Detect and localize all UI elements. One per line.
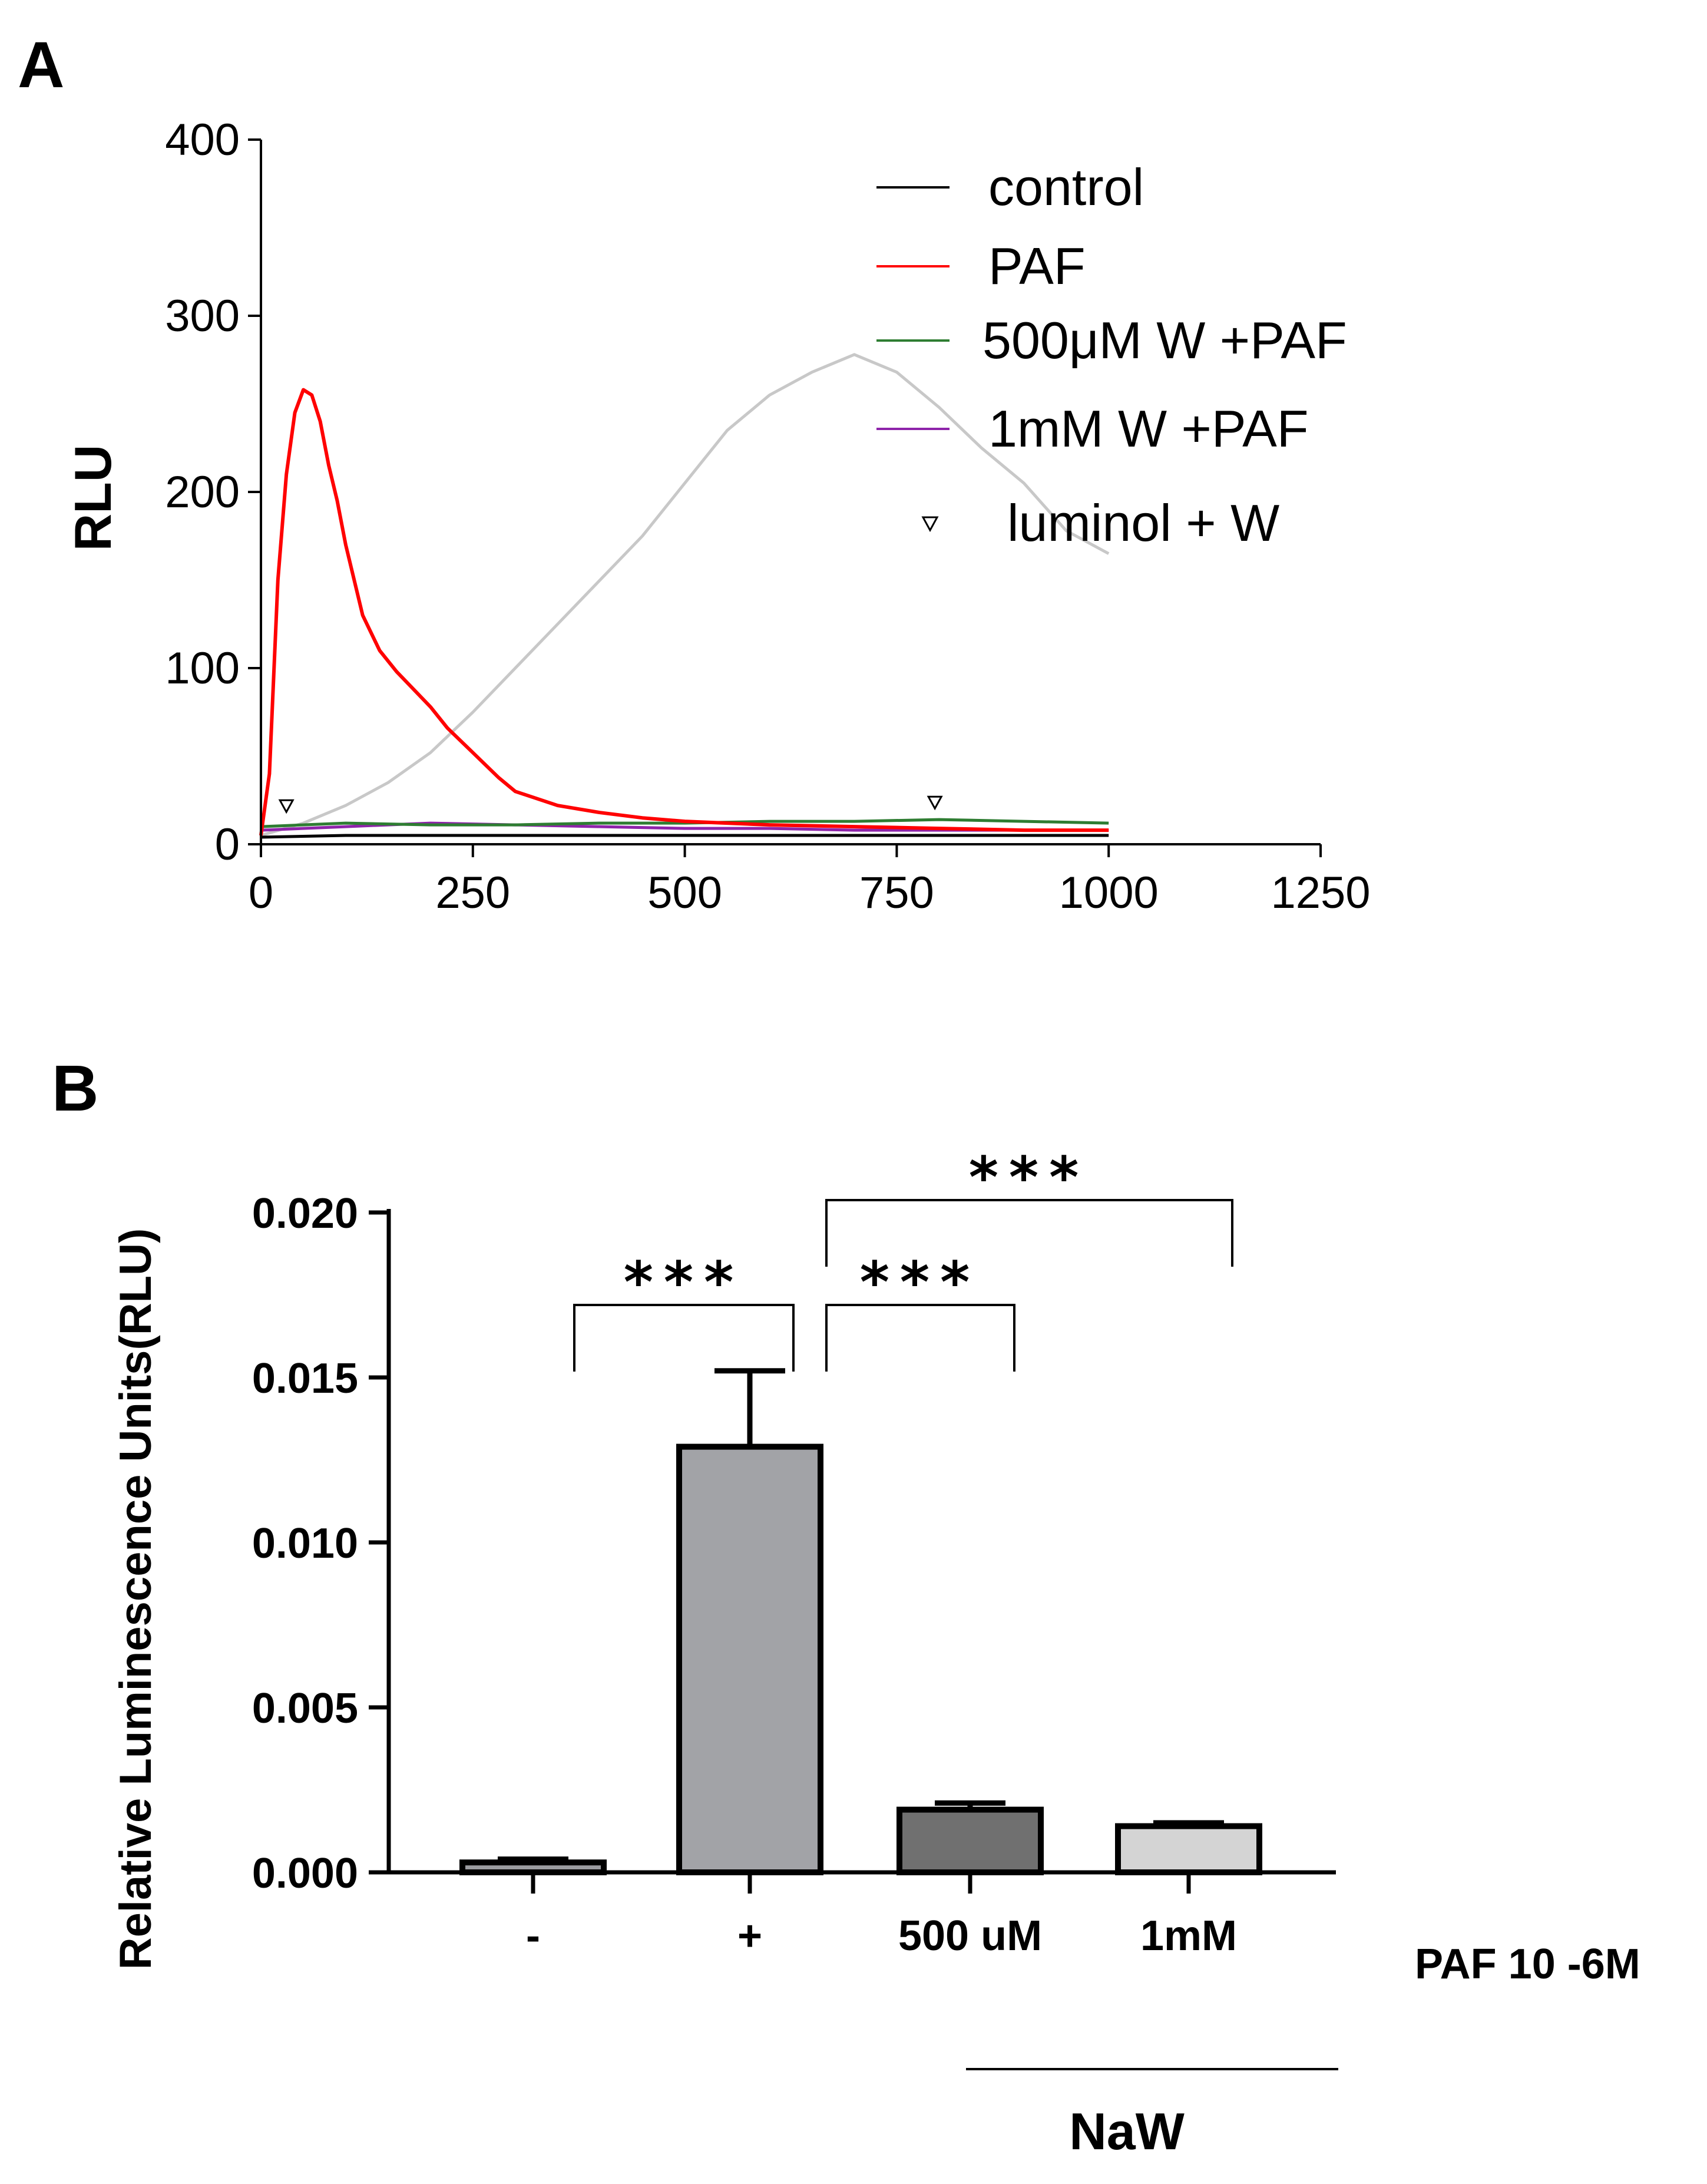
chart-a-legend-label: control — [988, 158, 1144, 216]
chart-b-significance-bracket — [573, 1304, 795, 1372]
chart-a-marker-triangle — [927, 795, 943, 811]
chart-a-series-line-1 — [259, 388, 1109, 836]
panel-label-b: B — [52, 1052, 98, 1125]
chart-b-significance-stars: *** — [969, 1145, 1090, 1211]
chart-a-y-tick-label: 300 — [165, 291, 240, 341]
panel-label-a: A — [18, 29, 64, 101]
chart-a-legend-label: 1mM W +PAF — [988, 399, 1309, 458]
chart-b-axes: 0.000 0.005 0.010 0.015 0.020 - +500 uM 1mM — [252, 1190, 1336, 1960]
chart-b-group-label: NaW — [1069, 2102, 1185, 2160]
chart-a-legend-label: luminol + W — [1007, 494, 1279, 552]
chart-b-bar-2 — [896, 1806, 1044, 1876]
chart-a-legend-swatch — [921, 516, 939, 533]
chart-a-y-tick-label: 0 — [215, 820, 240, 870]
chart-b-significance-bracket — [825, 1304, 1015, 1372]
chart-b-bar-layer — [459, 1368, 1262, 1876]
chart-a-legend-label: PAF — [988, 237, 1086, 295]
chart-b-x-tick-label: 500 uM — [898, 1912, 1042, 1960]
chart-a: 0 250 500 750 1000 1250 0 100 200 300 400 RLU cont… — [64, 115, 1371, 918]
chart-b-x-tick-label: - — [526, 1912, 540, 1960]
chart-b-y-axis-label: Relative Luminescence Units(RLU) — [111, 1228, 161, 1970]
chart-a-series-line-0 — [260, 834, 1109, 839]
chart-b-y-tick-label: 0.015 — [252, 1355, 358, 1402]
chart-a-legend: control PAF 500μM W +PAF 1mM W +PAF luminol … — [876, 158, 1347, 552]
chart-b-y-tick-label: 0.010 — [252, 1520, 358, 1567]
chart-a-x-tick-label: 1250 — [1271, 868, 1370, 918]
chart-a-y-tick-label: 200 — [165, 467, 240, 517]
chart-b-x-tick-label: 1mM — [1140, 1912, 1237, 1960]
chart-b-significance-bracket — [825, 1199, 1233, 1267]
chart-a-marker-triangle — [278, 799, 295, 814]
chart-b-significance: *** *** *** — [573, 1145, 1233, 1372]
chart-a-x-tick-label: 1000 — [1059, 868, 1159, 918]
chart-b-y-tick-label: 0.005 — [252, 1685, 358, 1732]
chart-b-x-tick-label: + — [737, 1912, 762, 1960]
chart-b-significance-stars: *** — [624, 1250, 745, 1316]
chart-b-bar-1 — [676, 1443, 823, 1876]
chart-a-y-tick-label: 100 — [165, 643, 240, 693]
chart-a-y-tick-label: 400 — [165, 115, 240, 165]
chart-a-marker-layer — [278, 795, 943, 814]
chart-b-y-tick-label: 0.000 — [252, 1850, 358, 1897]
chart-b: 0.000 0.005 0.010 0.015 0.020 - +500 uM 1mM ***… — [111, 1145, 1640, 2160]
chart-a-x-tick-label: 750 — [859, 868, 934, 918]
chart-a-axes: 0 250 500 750 1000 1250 0 100 200 300 400 — [165, 115, 1370, 918]
chart-a-x-tick-label: 500 — [647, 868, 722, 918]
chart-b-y-tick-label: 0.020 — [252, 1190, 358, 1237]
chart-b-significance-stars: *** — [860, 1250, 981, 1316]
chart-a-y-axis-label: RLU — [64, 445, 122, 551]
chart-a-x-tick-label: 0 — [249, 868, 273, 918]
chart-a-series-layer — [259, 353, 1110, 839]
chart-b-x-axis-label: PAF 10 -6M — [1415, 1941, 1640, 1988]
chart-a-series-line-4 — [260, 353, 1110, 837]
chart-a-legend-label: 500μM W +PAF — [982, 311, 1347, 369]
chart-b-bar-3 — [1115, 1823, 1262, 1876]
chart-a-x-tick-label: 250 — [435, 868, 510, 918]
